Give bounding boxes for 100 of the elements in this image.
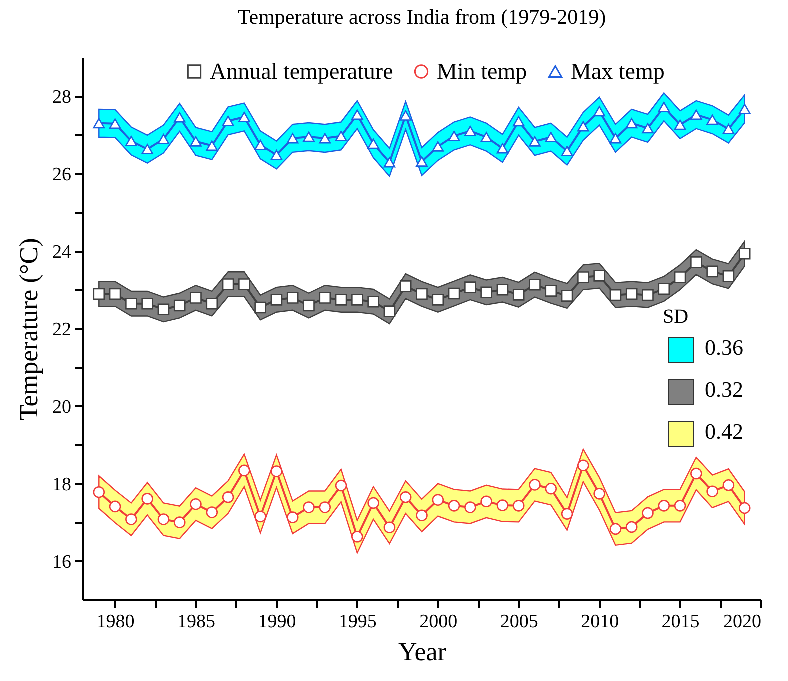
point: [690, 110, 702, 120]
x-tick-label: 1985: [178, 612, 216, 632]
y-tick-label: 26: [52, 164, 72, 186]
legend-label: Annual temperature: [210, 58, 394, 84]
point: [174, 112, 186, 123]
point: [190, 136, 202, 147]
y-axis-title: Temperature (°C): [14, 238, 44, 421]
point: [416, 288, 428, 300]
point: [109, 118, 122, 130]
point: [545, 132, 558, 143]
point: [496, 284, 509, 296]
point: [222, 492, 234, 504]
point: [594, 488, 606, 500]
point: [270, 466, 283, 478]
point: [126, 514, 138, 526]
chart-title: Temperature across India from (1979-2019): [238, 5, 606, 29]
point: [594, 106, 606, 117]
x-tick-label: 1990: [258, 612, 296, 632]
point: [158, 134, 170, 144]
annotation: 0.36: [705, 335, 744, 361]
point: [254, 510, 266, 523]
point: [674, 272, 686, 284]
point: [561, 290, 574, 302]
point: [352, 110, 364, 120]
annotation: 0.32: [705, 377, 744, 403]
point: [529, 479, 541, 491]
point: [722, 270, 735, 282]
point: [561, 508, 574, 520]
point: [464, 282, 476, 294]
point: [93, 118, 106, 129]
point: [222, 278, 234, 290]
point: [545, 483, 558, 495]
point: [352, 531, 364, 543]
x-tick-label: 1980: [96, 612, 135, 632]
point: [142, 493, 154, 505]
point: [384, 522, 396, 534]
point: [109, 288, 122, 300]
point: [93, 486, 106, 498]
point: [480, 132, 492, 143]
point: [368, 497, 380, 510]
point: [529, 278, 541, 291]
annotation: 0.42: [705, 419, 744, 445]
point: [368, 138, 380, 150]
point: [400, 110, 412, 121]
point: [319, 292, 332, 304]
point: [480, 496, 492, 508]
point: [254, 140, 266, 150]
point: [158, 304, 170, 316]
point: [190, 498, 202, 510]
point: [335, 131, 348, 142]
point: [496, 143, 509, 154]
y-tick-label: 18: [52, 474, 72, 496]
y-tick-label: 22: [52, 320, 72, 340]
point: [706, 486, 718, 498]
point: [448, 288, 460, 300]
point: [286, 512, 299, 524]
point: [642, 507, 654, 520]
legend-label: Max temp: [571, 58, 665, 84]
point: [738, 104, 751, 114]
point: [722, 480, 735, 492]
point: [303, 502, 315, 514]
point: [319, 502, 332, 514]
point: [158, 514, 170, 526]
point: [174, 516, 186, 528]
point: [335, 294, 348, 306]
point: [626, 118, 638, 129]
legend-label: Min temp: [437, 58, 528, 84]
point: [610, 523, 622, 536]
point: [286, 292, 299, 304]
point: [206, 506, 218, 518]
x-tick-label: 2015: [662, 612, 700, 632]
point: [303, 300, 315, 312]
point: [238, 464, 250, 477]
point: [578, 272, 590, 284]
point: [174, 300, 186, 312]
point: [626, 521, 638, 534]
x-tick-label: 2000: [420, 612, 458, 632]
point: [706, 266, 718, 278]
point: [626, 288, 638, 300]
y-tick-label: 16: [52, 552, 72, 573]
point: [400, 280, 412, 292]
point: [384, 157, 396, 168]
point: [303, 132, 315, 142]
point: [561, 146, 574, 156]
point: [142, 144, 154, 155]
point: [254, 302, 266, 314]
point: [578, 121, 590, 132]
point: [690, 468, 702, 480]
point: [109, 500, 122, 513]
point: [529, 136, 541, 147]
point: [610, 289, 622, 302]
point: [545, 285, 558, 297]
y-tick-label: 28: [52, 87, 72, 108]
point: [738, 502, 751, 514]
point: [642, 123, 654, 134]
point: [126, 298, 138, 310]
x-tick-label: 1995: [338, 612, 377, 632]
point: [578, 460, 590, 472]
point: [142, 298, 154, 310]
point: [270, 294, 283, 306]
